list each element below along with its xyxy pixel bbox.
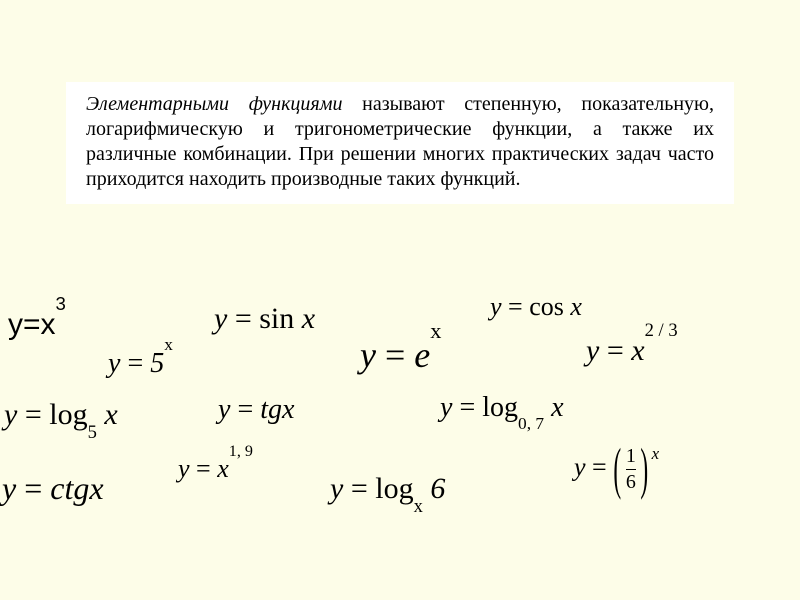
formula-y-log5x: y = log5 x	[4, 398, 118, 432]
formula-y-x19: y = x1, 9	[178, 454, 253, 484]
formula-y-logx6: y = logx 6	[330, 472, 445, 506]
formula-y-16x: y = (16)x	[574, 446, 659, 493]
formula-y-tgx: y = tgx	[218, 394, 294, 426]
definition-box: Элементарными функциями называют степенн…	[66, 82, 734, 204]
formula-y-ex: y = ex	[360, 334, 441, 376]
formula-y-x23: y = x2 / 3	[586, 334, 678, 368]
formula-y-cosx: y = cos x	[490, 292, 582, 322]
formula-y-log07x: y = log0, 7 x	[440, 392, 564, 424]
slide: Элементарными функциями называют степенн…	[0, 0, 800, 600]
definition-term: Элементарными функциями	[86, 93, 342, 115]
formula-y-ctgx: y = ctgx	[2, 470, 104, 507]
formula-y-x3: y=x3	[8, 308, 66, 342]
formula-y-5x: y = 5x	[108, 348, 173, 380]
formula-y-sinx: y = sin x	[214, 302, 315, 336]
